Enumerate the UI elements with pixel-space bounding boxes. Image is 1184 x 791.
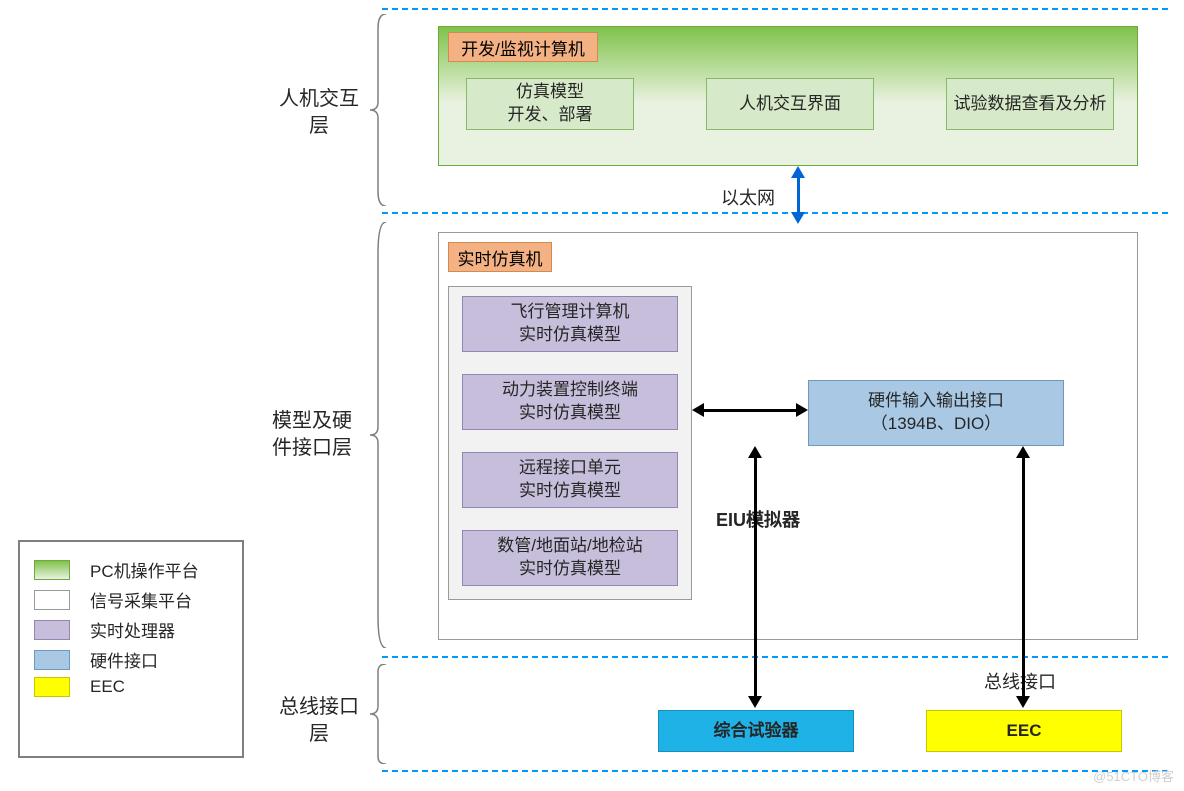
- legend-item: 实时处理器: [34, 617, 228, 642]
- realtime-model-box: 远程接口单元 实时仿真模型: [462, 452, 678, 508]
- realtime-model-box: 动力装置控制终端 实时仿真模型: [462, 374, 678, 430]
- dev-monitor-tag: 开发/监视计算机: [448, 32, 598, 62]
- section-divider: [382, 8, 1168, 10]
- realtime-sim-label: 实时仿真机: [458, 245, 543, 270]
- bus-interface-label: 总线接口: [984, 670, 1056, 694]
- hmi-sub-box: 试验数据查看及分析: [946, 78, 1114, 130]
- vertical-connector: [754, 456, 757, 698]
- arrow-up-icon: [791, 166, 805, 178]
- legend-label: PC机操作平台: [90, 557, 199, 582]
- layer-label: 人机交互 层: [279, 86, 359, 140]
- layer-label: 总线接口 层: [279, 694, 359, 748]
- arrow-down-icon: [791, 212, 805, 224]
- eiu-label: EIU模拟器: [716, 508, 800, 532]
- arrow-left-icon: [692, 403, 704, 417]
- legend-label: 硬件接口: [90, 647, 158, 672]
- dev-monitor-label: 开发/监视计算机: [461, 35, 585, 60]
- layer-label: 模型及硬 件接口层: [272, 408, 352, 462]
- legend-swatch: [34, 650, 70, 670]
- hw-io-label: 硬件输入输出接口 （1394B、DIO）: [868, 390, 1004, 436]
- legend-swatch: [34, 560, 70, 580]
- arrow-up-icon: [748, 446, 762, 458]
- legend-swatch: [34, 677, 70, 697]
- legend: PC机操作平台信号采集平台实时处理器硬件接口 EEC: [18, 540, 244, 758]
- section-divider: [382, 770, 1168, 772]
- legend-swatch: [34, 590, 70, 610]
- legend-label: 信号采集平台: [90, 587, 192, 612]
- realtime-model-box: 飞行管理计算机 实时仿真模型: [462, 296, 678, 352]
- brace-icon: [370, 14, 386, 206]
- brace-icon: [370, 222, 386, 648]
- legend-item: 信号采集平台: [34, 587, 228, 612]
- legend-label: EEC: [90, 677, 125, 697]
- legend-label: 实时处理器: [90, 617, 175, 642]
- arrow-down-icon: [748, 696, 762, 708]
- hmi-sub-box: 仿真模型 开发、部署: [466, 78, 634, 130]
- hw-connector: [702, 409, 798, 412]
- section-divider: [382, 656, 1168, 658]
- legend-swatch: [34, 620, 70, 640]
- brace-icon: [370, 664, 386, 764]
- realtime-sim-tag: 实时仿真机: [448, 242, 552, 272]
- tester-box: 综合试验器: [658, 710, 854, 752]
- arrow-up-icon: [1016, 446, 1030, 458]
- vertical-connector: [1022, 456, 1025, 698]
- ethernet-connector: [797, 174, 800, 216]
- arrow-down-icon: [1016, 696, 1030, 708]
- section-divider: [382, 212, 1168, 214]
- hw-io-box: 硬件输入输出接口 （1394B、DIO）: [808, 380, 1064, 446]
- tester-label: 综合试验器: [714, 720, 799, 743]
- realtime-model-box: 数管/地面站/地检站 实时仿真模型: [462, 530, 678, 586]
- watermark: @51CTO博客: [1093, 766, 1174, 785]
- ethernet-label: 以太网: [721, 186, 775, 210]
- legend-item: PC机操作平台: [34, 557, 228, 582]
- arrow-right-icon: [796, 403, 808, 417]
- legend-item: EEC: [34, 677, 228, 697]
- eec-box: EEC: [926, 710, 1122, 752]
- eec-label: EEC: [1007, 720, 1042, 743]
- legend-item: 硬件接口: [34, 647, 228, 672]
- hmi-sub-box: 人机交互界面: [706, 78, 874, 130]
